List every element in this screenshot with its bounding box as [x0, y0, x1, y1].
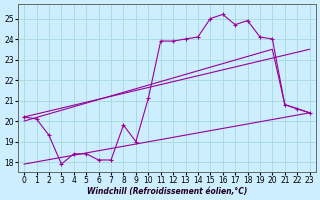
X-axis label: Windchill (Refroidissement éolien,°C): Windchill (Refroidissement éolien,°C) — [87, 187, 247, 196]
